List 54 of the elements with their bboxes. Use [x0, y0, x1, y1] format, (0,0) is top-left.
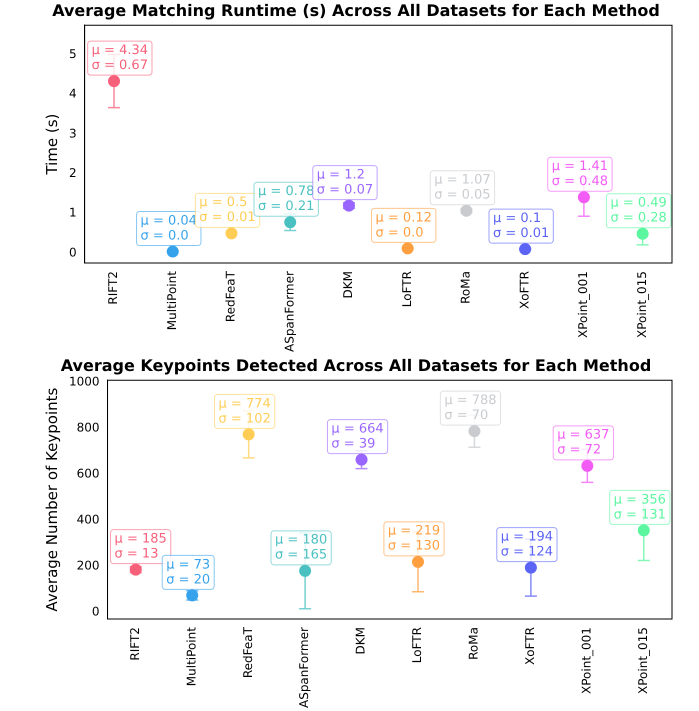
- data-label: μ = 0.12 σ = 0.0: [376, 210, 432, 240]
- data-label: μ = 0.49 σ = 0.28: [610, 196, 667, 226]
- y-tick-label: 2: [68, 166, 77, 180]
- x-tick-label: RoMa: [458, 271, 473, 304]
- y-tick-label: 200: [76, 558, 100, 572]
- y-axis-title: Average Number of Keypoints: [42, 388, 61, 612]
- x-tick-label: XPoint_015: [634, 271, 649, 338]
- x-tick-label: DKM: [354, 627, 368, 655]
- x-tick-label: RedFeaT: [224, 270, 238, 322]
- x-tick-label: MultiPoint: [164, 270, 179, 330]
- y-tick-label: 1000: [68, 374, 100, 389]
- data-label: μ = 0.04 σ = 0.0: [140, 213, 197, 244]
- data-label: μ = 0.78 σ = 0.21: [258, 184, 314, 214]
- data-label: μ = 1.41 σ = 0.48: [552, 159, 608, 190]
- chart-title: Average Keypoints Detected Across All Datasets for Each Method: [60, 356, 652, 375]
- chart-title: Average Matching Runtime (s) Across All Datasets for Each Method: [52, 0, 660, 20]
- x-tick-label: XPoint_001: [579, 627, 594, 694]
- y-tick-label: 4: [68, 86, 77, 101]
- y-axis-title: Time (s): [42, 114, 61, 176]
- x-tick-label: XPoint_001: [576, 271, 590, 338]
- data-label: μ = 637 σ = 72: [557, 428, 610, 458]
- y-tick-label: 400: [76, 512, 100, 526]
- data-label: μ = 194 σ = 124: [500, 529, 554, 560]
- data-label: μ = 0.5 σ = 0.01: [199, 195, 256, 226]
- x-tick-label: DKM: [341, 271, 356, 299]
- y-tick-label: 0: [68, 245, 77, 260]
- data-label: μ = 664 σ = 39: [331, 422, 384, 452]
- x-tick-label: LoFTR: [400, 271, 414, 308]
- x-tick-label: XPoint_015: [636, 627, 650, 694]
- y-tick-label: 1: [68, 206, 77, 220]
- data-label: μ = 4.34 σ = 0.67: [92, 42, 148, 73]
- x-tick-label: XoFTR: [517, 271, 532, 309]
- x-tick-label: ASpanFormer: [297, 626, 312, 708]
- x-tick-label: RoMa: [466, 627, 481, 660]
- y-tick-label: 5: [68, 47, 77, 62]
- x-tick-label: RIFT2: [128, 627, 142, 661]
- data-label: μ = 356 σ = 131: [614, 492, 666, 522]
- data-label: μ = 0.1 σ = 0.01: [492, 211, 550, 242]
- x-tick-label: LoFTR: [410, 627, 424, 664]
- data-label: μ = 180 σ = 165: [274, 532, 328, 563]
- data-label: μ = 219 σ = 130: [388, 524, 440, 554]
- x-tick-label: RIFT2: [106, 271, 120, 305]
- x-tick-label: ASpanFormer: [282, 270, 296, 352]
- x-tick-label: RedFeaT: [240, 626, 255, 678]
- y-tick-label: 3: [68, 126, 77, 140]
- x-tick-label: XoFTR: [523, 627, 538, 665]
- data-label: μ = 73 σ = 20: [166, 557, 210, 588]
- y-tick-label: 800: [76, 420, 100, 435]
- data-label: μ = 1.2 σ = 0.07: [316, 167, 374, 198]
- data-label: μ = 774 σ = 102: [218, 396, 271, 426]
- x-tick-label: MultiPoint: [184, 626, 198, 686]
- y-tick-label: 0: [92, 604, 100, 618]
- data-label: μ = 185 σ = 13: [114, 532, 167, 562]
- y-tick-label: 600: [76, 466, 100, 480]
